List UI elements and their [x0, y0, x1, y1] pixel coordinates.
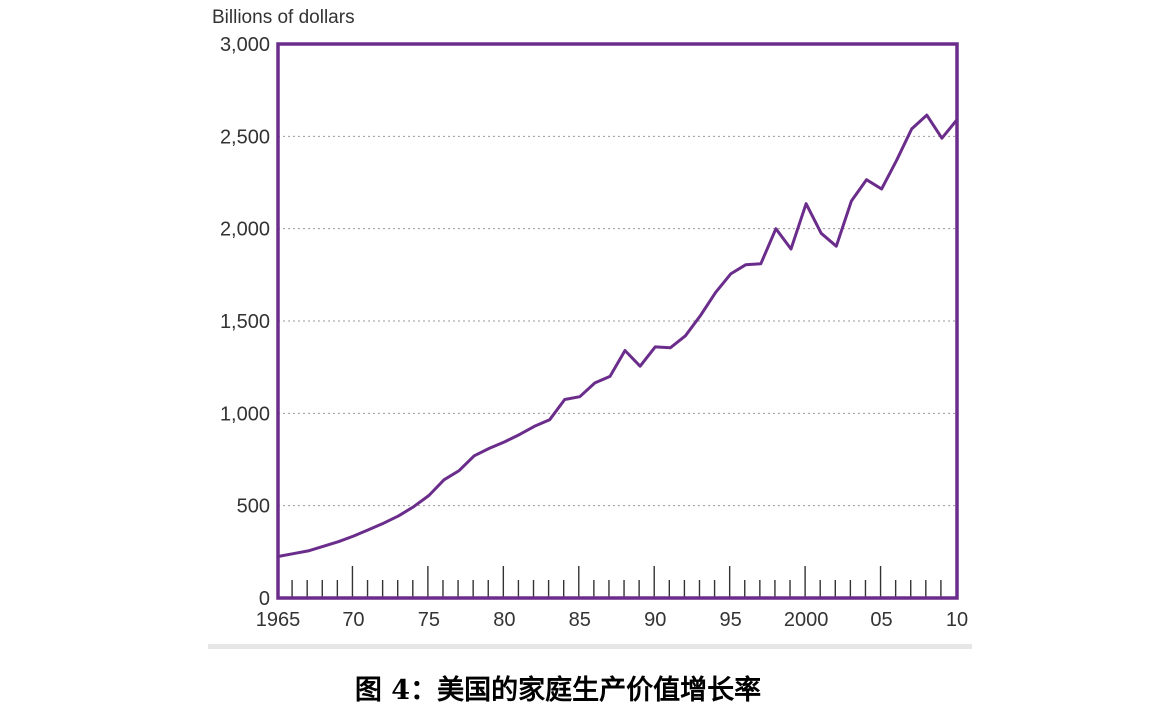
x-tick-label-1970: 70 [342, 609, 364, 631]
y-tick-label-0: 0 [259, 588, 270, 610]
y-axis-label: Billions of dollars [212, 7, 355, 28]
plot-frame [276, 42, 959, 600]
figure-caption: 图 4：美国的家庭生产价值增长率 [354, 675, 762, 706]
x-tick-label-1985: 85 [569, 609, 591, 631]
x-tick-label-2000: 2000 [784, 609, 829, 631]
y-tick-label-2000: 2,000 [220, 219, 270, 241]
x-tick-label-1975: 75 [418, 609, 440, 631]
x-tick-label-1980: 80 [493, 609, 515, 631]
x-axis-tick-labels: 1965 70 75 80 85 90 95 2000 05 10 [256, 609, 968, 631]
gridlines [278, 135, 957, 507]
series-line [277, 113, 959, 558]
x-tick-label-1995: 95 [720, 609, 742, 631]
y-tick-label-2500: 2,500 [220, 126, 270, 148]
y-axis-tick-labels: 0 500 1,000 1,500 2,000 2,500 3,000 [220, 34, 270, 610]
x-tick-label-2005: 05 [870, 609, 892, 631]
line-chart: Billions of dollars 0 500 1,000 1,500 2,000 2… [212, 7, 968, 631]
y-tick-label-1500: 1,500 [220, 311, 270, 333]
x-tick-label-1965: 1965 [256, 609, 301, 631]
x-axis-ticks [291, 566, 942, 598]
x-tick-label-1990: 90 [644, 609, 666, 631]
baseline-shadow [208, 644, 972, 649]
x-tick-label-2010: 10 [946, 609, 968, 631]
y-tick-label-3000: 3,000 [220, 34, 270, 56]
y-tick-label-500: 500 [237, 496, 270, 518]
y-tick-label-1000: 1,000 [220, 403, 270, 425]
